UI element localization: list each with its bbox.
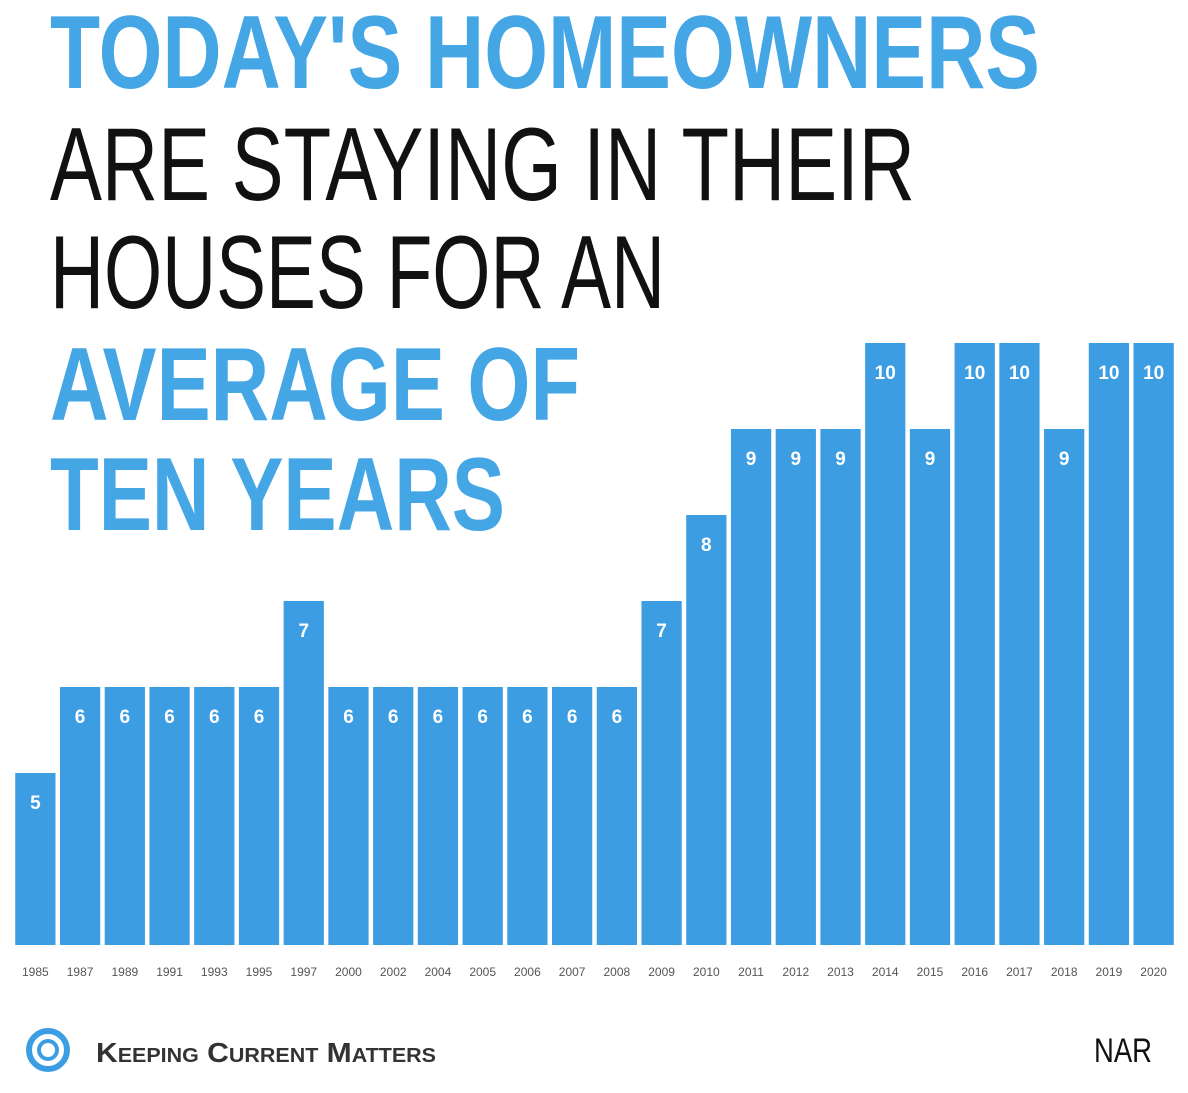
x-tick-label: 2009 bbox=[648, 965, 675, 979]
x-tick-label: 1985 bbox=[22, 965, 49, 979]
value-label: 9 bbox=[746, 449, 757, 470]
x-tick-label: 1989 bbox=[111, 965, 138, 979]
value-label: 6 bbox=[343, 707, 354, 728]
bar bbox=[417, 687, 459, 945]
x-tick-label: 2002 bbox=[380, 965, 407, 979]
bar bbox=[59, 687, 101, 945]
x-tick-label: 2010 bbox=[693, 965, 720, 979]
bar bbox=[552, 687, 593, 945]
value-label: 9 bbox=[1059, 449, 1070, 470]
bar bbox=[462, 687, 503, 945]
bar bbox=[149, 687, 190, 945]
bar bbox=[641, 601, 682, 945]
bar bbox=[328, 687, 369, 945]
bar bbox=[865, 343, 906, 945]
value-label: 6 bbox=[164, 707, 175, 728]
value-label: 6 bbox=[75, 707, 86, 728]
x-tick-label: 2006 bbox=[514, 965, 541, 979]
x-tick-label: 2011 bbox=[738, 965, 764, 979]
x-tick-label: 2013 bbox=[827, 965, 854, 979]
x-tick-label: 2004 bbox=[425, 965, 452, 979]
bar bbox=[507, 687, 548, 945]
x-tick-label: 2008 bbox=[604, 965, 631, 979]
bar bbox=[775, 429, 816, 945]
value-label: 6 bbox=[209, 707, 220, 728]
value-label: 9 bbox=[835, 449, 846, 470]
title-line: TODAY'S HOMEOWNERS bbox=[50, 0, 1040, 111]
value-label: 7 bbox=[656, 621, 667, 642]
brand: Keeping Current Matters bbox=[96, 1037, 436, 1068]
bar bbox=[194, 687, 235, 945]
x-tick-label: 1993 bbox=[201, 965, 228, 979]
x-tick-label: 2016 bbox=[961, 965, 988, 979]
value-label: 10 bbox=[1143, 363, 1164, 384]
value-label: 6 bbox=[254, 707, 265, 728]
value-label: 10 bbox=[1098, 363, 1119, 384]
x-tick-label: 2019 bbox=[1096, 965, 1123, 979]
x-tick-label: 2014 bbox=[872, 965, 899, 979]
x-tick-label: 1995 bbox=[246, 965, 273, 979]
bar bbox=[820, 429, 861, 945]
bar bbox=[104, 687, 145, 945]
x-tick-label: 2015 bbox=[917, 965, 944, 979]
x-tick-label: 2018 bbox=[1051, 965, 1078, 979]
value-label: 9 bbox=[925, 449, 936, 470]
bar bbox=[909, 429, 951, 945]
bar bbox=[999, 343, 1040, 945]
bar bbox=[596, 687, 637, 945]
bar bbox=[15, 773, 56, 945]
x-tick-label: 2017 bbox=[1006, 965, 1033, 979]
x-tick-label: 2005 bbox=[469, 965, 496, 979]
value-label: 5 bbox=[30, 793, 41, 814]
title-line: HOUSES FOR AN bbox=[50, 215, 665, 331]
value-label: 10 bbox=[1009, 363, 1030, 384]
bar bbox=[1044, 429, 1085, 945]
logo bbox=[26, 1028, 70, 1072]
bar bbox=[1133, 343, 1174, 945]
x-tick-label: 1987 bbox=[67, 965, 94, 979]
value-label: 6 bbox=[612, 707, 623, 728]
value-label: 6 bbox=[388, 707, 399, 728]
title-line: AVERAGE OF bbox=[50, 327, 580, 443]
bar bbox=[954, 343, 995, 945]
value-label: 9 bbox=[790, 449, 801, 470]
x-tick-label: 1991 bbox=[156, 965, 183, 979]
value-label: 8 bbox=[701, 535, 712, 556]
value-label: 6 bbox=[522, 707, 533, 728]
x-tick-label: 2020 bbox=[1140, 965, 1167, 979]
source: NAR bbox=[1094, 1032, 1152, 1070]
x-tick-label: 2012 bbox=[782, 965, 809, 979]
title-line: ARE STAYING IN THEIR bbox=[50, 107, 915, 223]
value-label: 7 bbox=[298, 621, 309, 642]
x-tick-label: 1997 bbox=[290, 965, 317, 979]
bar bbox=[373, 687, 414, 945]
bar bbox=[1088, 343, 1130, 945]
bar bbox=[730, 429, 772, 945]
value-label: 10 bbox=[875, 363, 896, 384]
value-label: 6 bbox=[433, 707, 444, 728]
title-line: TEN YEARS bbox=[50, 437, 505, 553]
value-label: 6 bbox=[477, 707, 488, 728]
bar bbox=[686, 515, 727, 945]
value-label: 6 bbox=[120, 707, 131, 728]
bar bbox=[283, 601, 324, 945]
bar bbox=[238, 687, 280, 945]
value-label: 6 bbox=[567, 707, 578, 728]
value-label: 10 bbox=[964, 363, 985, 384]
x-tick-label: 2007 bbox=[559, 965, 586, 979]
x-tick-label: 2000 bbox=[335, 965, 362, 979]
